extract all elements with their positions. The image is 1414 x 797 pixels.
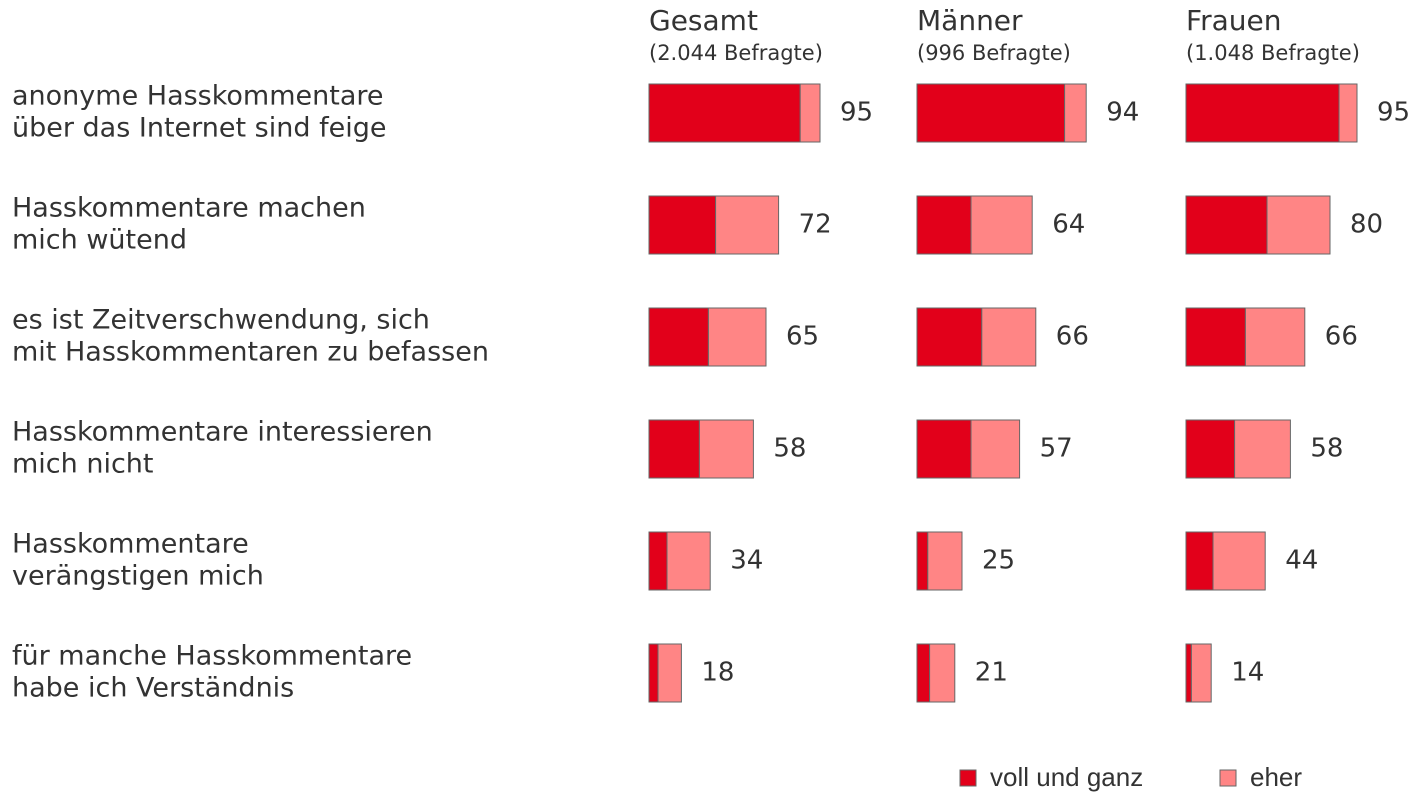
legend-label: voll und ganz [990,762,1143,792]
total-label: 44 [1285,546,1318,576]
total-label: 66 [1056,322,1089,352]
total-label: 57 [1040,434,1073,464]
panel-subtitle: (1.048 Befragte) [1186,41,1360,65]
bar-segment [1185,307,1246,367]
bar-segment [1338,83,1358,143]
category-label: für manche Hasskommentare [12,641,412,672]
category-label: mich nicht [12,449,154,480]
category-label: habe ich Verständnis [12,673,294,704]
total-label: 95 [840,98,873,128]
bar-segment [707,307,767,367]
category-label: Hasskommentare interessieren [12,417,433,448]
total-label: 64 [1052,210,1085,240]
category-label: mich wütend [12,225,187,256]
category-label: Hasskommentare [12,529,249,560]
bar-segment [916,643,931,703]
bar-segment [1185,643,1192,703]
bar-segment [648,195,717,255]
bar-segment [1266,195,1331,255]
bar-segment [929,643,956,703]
bar-segment [916,195,972,255]
bar-segment [1185,83,1340,143]
bar-segment [648,643,659,703]
total-label: 72 [799,210,832,240]
bar-segment [648,83,801,143]
total-label: 58 [773,434,806,464]
bar-segment [1190,643,1212,703]
category-label: anonyme Hasskommentare [12,81,384,112]
legend-swatch [959,769,977,787]
bar-segment [1244,307,1306,367]
bar-segment [970,195,1033,255]
legend-swatch [1219,769,1237,787]
panel-title: Männer [917,4,1023,37]
total-label: 34 [730,546,763,576]
bar-segment [916,307,983,367]
bar-segment [648,307,709,367]
bar-segment [1212,531,1266,591]
total-label: 14 [1231,658,1264,688]
bar-segment [1064,83,1087,143]
bar-segment [799,83,821,143]
total-label: 80 [1350,210,1383,240]
panel-title: Gesamt [649,4,758,37]
total-label: 95 [1377,98,1410,128]
total-label: 21 [975,658,1008,688]
bar-segment [657,643,682,703]
bar-segment [715,195,780,255]
total-label: 25 [982,546,1015,576]
total-label: 66 [1325,322,1358,352]
category-label: verängstigen mich [12,561,264,592]
bar-segment [927,531,963,591]
category-label: es ist Zeitverschwendung, sich [12,305,430,336]
legend-label: eher [1250,762,1302,792]
total-label: 65 [786,322,819,352]
category-label: mit Hasskommentaren zu befassen [12,337,489,368]
panel-title: Frauen [1186,4,1281,37]
bar-segment [916,419,972,479]
bar-segment [981,307,1037,367]
panel-subtitle: (996 Befragte) [917,41,1071,65]
category-label: Hasskommentare machen [12,193,366,224]
bar-segment [1234,419,1291,479]
total-label: 94 [1106,98,1139,128]
bar-segment [1185,531,1214,591]
bar-segment [916,531,929,591]
bar-segment [1185,195,1268,255]
bar-segment [698,419,754,479]
bar-segment [970,419,1021,479]
bar-segment [666,531,711,591]
panel-subtitle: (2.044 Befragte) [649,41,823,65]
bar-segment [1185,419,1236,479]
bar-segment [648,419,700,479]
category-label: über das Internet sind feige [12,113,386,144]
bar-segment [916,83,1066,143]
total-label: 18 [701,658,734,688]
bar-segment [648,531,668,591]
total-label: 58 [1310,434,1343,464]
